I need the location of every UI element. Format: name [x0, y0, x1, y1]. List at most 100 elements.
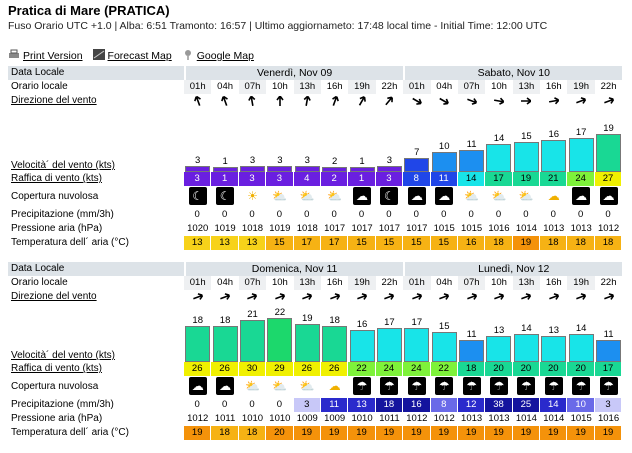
speed-bar: 16	[348, 319, 375, 362]
speed-value: 11	[466, 329, 477, 340]
direction-row: Direzione del vento	[8, 94, 628, 110]
wind-arrow-icon	[348, 94, 375, 110]
pressure-cell: 1014	[515, 413, 537, 424]
speed-value: 15	[438, 321, 450, 332]
rain-icon: ☂	[353, 377, 372, 395]
wind-arrow-icon	[376, 290, 403, 306]
speed-bar: 11	[458, 139, 485, 172]
temperature-cell: 19	[293, 426, 321, 440]
precip-row: Precipitazione (mm/3h) 0 0 0 0 0 0 0 0 0 0 0 0 0 0 0 0	[8, 208, 628, 222]
speed-bar: 15	[431, 321, 458, 362]
temperature-cell: 18	[211, 426, 239, 440]
speed-bar: 13	[540, 325, 567, 362]
gust-cell: 3	[375, 172, 404, 186]
speed-bar: 22	[266, 307, 293, 362]
sun-cloud-icon: ⛅	[489, 187, 508, 205]
speed-bar-fill	[459, 150, 485, 172]
temperature-cell: 19	[594, 426, 623, 440]
row-label[interactable]: Direzione del vento	[8, 290, 184, 306]
gust-cell: 20	[485, 362, 513, 376]
precip-cell: 8	[430, 398, 458, 412]
speed-bar-fill	[267, 166, 293, 172]
rain-icon: ☂	[407, 377, 426, 395]
sun-cloud-icon: ⛅	[298, 187, 317, 205]
speed-value: 16	[356, 319, 368, 330]
gust-cell: 1	[348, 172, 376, 186]
speed-bar: 15	[513, 131, 540, 172]
pressure-cell: 1012	[406, 413, 428, 424]
pressure-cell: 1009	[296, 413, 318, 424]
cloud-cell: ☾	[211, 186, 238, 206]
speed-bar-fill	[239, 166, 265, 172]
speed-bar: 18	[211, 315, 238, 362]
pressure-cell: 1017	[406, 223, 428, 234]
temperature-cell: 19	[512, 236, 541, 250]
sun-cloud-icon: ⛅	[517, 187, 536, 205]
sun-icon: ☀	[243, 187, 262, 205]
precip-cell: 0	[238, 208, 267, 222]
pressure-cell: 1017	[324, 223, 346, 234]
row-label[interactable]: Raffica di vento (kts)	[8, 362, 184, 376]
date-row: Data Locale Domenica, Nov 11 Lunedì, Nov 1…	[8, 262, 628, 276]
link-print-version[interactable]: Print Version	[8, 48, 83, 63]
row-label: Data Locale	[8, 66, 184, 80]
pressure-cell: 1018	[241, 223, 264, 234]
gust-cell: 24	[567, 172, 595, 186]
precip-cell: 0	[485, 208, 513, 222]
gust-cell: 21	[540, 172, 568, 186]
pressure-cell: 1013	[543, 223, 565, 234]
precip-cell: 13	[348, 398, 376, 412]
precip-cell: 0	[238, 398, 267, 412]
precip-cell: 14	[540, 398, 568, 412]
temperature-cell: 15	[403, 236, 431, 250]
speed-bar: 17	[567, 127, 594, 172]
speed-value: 17	[575, 127, 587, 138]
speed-bar-fill	[541, 140, 567, 172]
precip-cell: 0	[320, 208, 349, 222]
wind-arrow-icon	[458, 290, 485, 306]
temperature-cell: 13	[211, 236, 239, 250]
speed-bar-fill	[486, 336, 512, 362]
cloud-cell: ☂	[540, 376, 567, 396]
gust-cell: 24	[375, 362, 404, 376]
precip-cell: 3	[293, 398, 321, 412]
speed-bar-fill	[404, 328, 430, 362]
speed-bar-fill	[568, 334, 594, 362]
pressure-cell: 1015	[461, 223, 483, 234]
pressure-cell: 1011	[379, 413, 400, 424]
precip-cell: 0	[567, 208, 595, 222]
cloud-cell: ⛅	[266, 186, 293, 206]
night-cloud-icon: ☁	[435, 187, 454, 205]
pressure-cell: 1012	[187, 413, 209, 424]
pressure-cell: 1013	[488, 413, 510, 424]
wind-arrow-icon	[321, 94, 348, 110]
speed-bar: 11	[458, 329, 485, 362]
gust-cell: 3	[266, 172, 294, 186]
gust-cell: 17	[485, 172, 513, 186]
speed-value: 13	[493, 325, 505, 336]
row-label: Copertura nuvolosa	[8, 376, 184, 398]
row-label[interactable]: Velocità´ del vento (kts)	[11, 160, 115, 171]
speed-bar-fill	[431, 152, 457, 172]
sun-cloud-icon: ⛅	[298, 377, 317, 395]
speed-bar: 7	[403, 147, 430, 172]
cloud-cell: ☁	[403, 186, 430, 206]
precip-cell: 11	[320, 398, 349, 412]
row-label[interactable]: Velocità´ del vento (kts)	[11, 350, 115, 361]
speed-bar: 3	[376, 155, 403, 172]
wind-arrow-icon	[211, 290, 238, 306]
link-forecast-map[interactable]: Forecast Map	[92, 48, 172, 63]
row-label[interactable]: Raffica di vento (kts)	[8, 172, 184, 186]
forecast-section: Data Locale Venerdì, Nov 09 Sabato, Nov 10…	[8, 66, 628, 250]
gust-cell: 17	[594, 362, 623, 376]
temperature-cell: 19	[430, 426, 458, 440]
speed-bar: 19	[294, 313, 321, 362]
gust-cell: 22	[430, 362, 458, 376]
row-label[interactable]: Direzione del vento	[8, 94, 184, 110]
wind-arrow-icon	[485, 94, 512, 110]
speed-bar: 3	[239, 155, 266, 172]
cloud-cell: ⛅	[485, 186, 512, 206]
cloud-cell: ☂	[567, 376, 594, 396]
speed-value: 14	[521, 323, 532, 334]
link-google-map[interactable]: Google Map	[182, 48, 254, 63]
